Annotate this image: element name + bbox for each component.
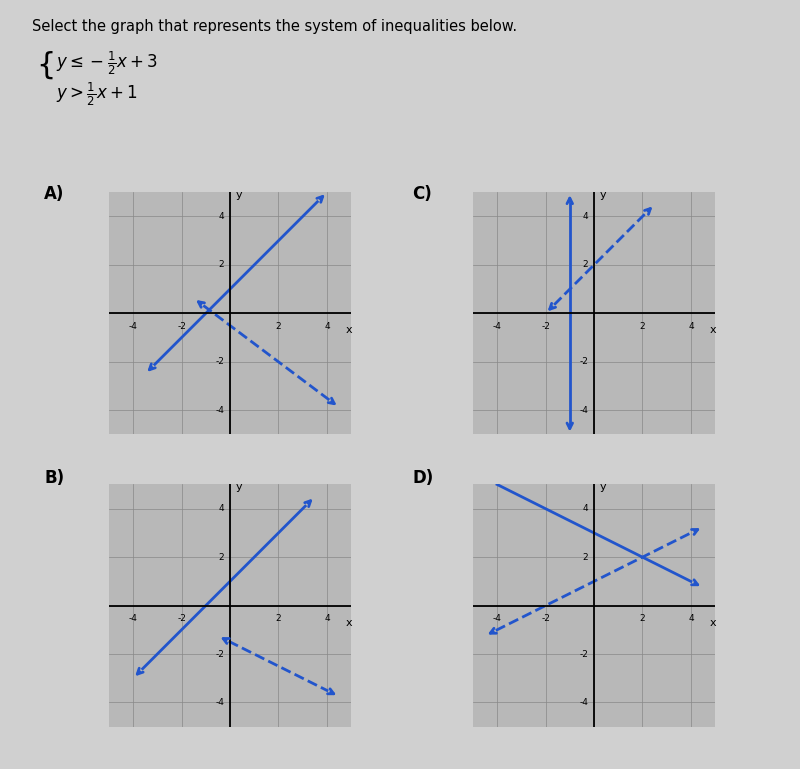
Text: $\{$: $\{$	[36, 49, 54, 82]
Text: 2: 2	[218, 261, 224, 269]
Text: 2: 2	[582, 261, 588, 269]
Text: -4: -4	[129, 614, 138, 623]
Text: -2: -2	[215, 650, 224, 658]
Text: y: y	[236, 482, 242, 492]
Text: C): C)	[412, 185, 432, 202]
Text: 4: 4	[688, 322, 694, 331]
Text: -2: -2	[579, 358, 588, 366]
Text: 4: 4	[688, 614, 694, 623]
Text: A): A)	[44, 185, 64, 202]
Text: 4: 4	[324, 614, 330, 623]
Text: 2: 2	[276, 322, 282, 331]
Text: x: x	[710, 325, 716, 335]
Text: -4: -4	[579, 406, 588, 414]
Text: -4: -4	[493, 614, 502, 623]
Text: 2: 2	[640, 322, 646, 331]
Text: -2: -2	[177, 614, 186, 623]
Text: -2: -2	[215, 358, 224, 366]
Text: 2: 2	[276, 614, 282, 623]
Text: 2: 2	[640, 614, 646, 623]
Text: -2: -2	[541, 614, 550, 623]
Text: -4: -4	[215, 406, 224, 414]
Text: 4: 4	[218, 212, 224, 221]
Text: y: y	[600, 482, 606, 492]
Text: 4: 4	[324, 322, 330, 331]
Text: y: y	[600, 190, 606, 200]
Text: x: x	[346, 618, 352, 628]
Text: $y > \frac{1}{2}x + 1$: $y > \frac{1}{2}x + 1$	[56, 81, 138, 108]
Text: -2: -2	[177, 322, 186, 331]
Text: Select the graph that represents the system of inequalities below.: Select the graph that represents the sys…	[32, 19, 517, 35]
Text: 4: 4	[218, 504, 224, 513]
Text: x: x	[346, 325, 352, 335]
Text: B): B)	[44, 469, 64, 487]
Text: -4: -4	[215, 698, 224, 707]
Text: -4: -4	[129, 322, 138, 331]
Text: 4: 4	[582, 212, 588, 221]
Text: x: x	[710, 618, 716, 628]
Text: D): D)	[412, 469, 434, 487]
Text: 2: 2	[218, 553, 224, 561]
Text: 2: 2	[582, 553, 588, 561]
Text: $y \leq -\frac{1}{2}x + 3$: $y \leq -\frac{1}{2}x + 3$	[56, 50, 158, 78]
Text: -4: -4	[493, 322, 502, 331]
Text: -2: -2	[541, 322, 550, 331]
Text: y: y	[236, 190, 242, 200]
Text: -2: -2	[579, 650, 588, 658]
Text: 4: 4	[582, 504, 588, 513]
Text: -4: -4	[579, 698, 588, 707]
